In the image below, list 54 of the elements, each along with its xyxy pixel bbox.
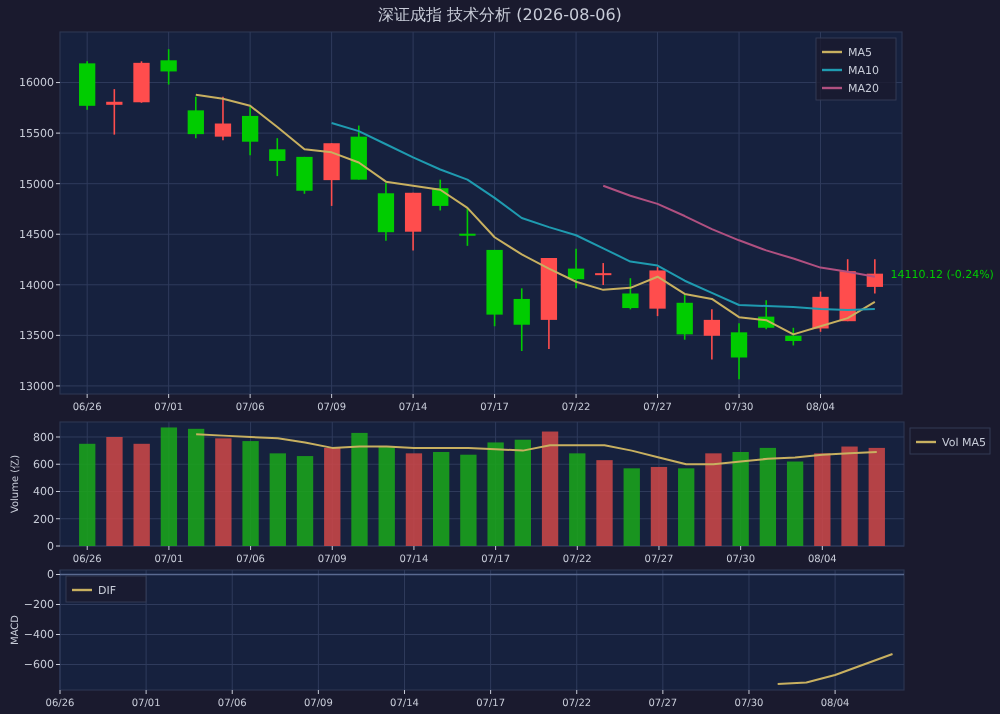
candlestick — [459, 207, 476, 247]
bar — [405, 453, 423, 546]
bar — [623, 468, 640, 546]
bar — [187, 428, 205, 546]
candlestick — [350, 124, 367, 181]
candlestick — [730, 322, 748, 381]
bar — [678, 468, 695, 546]
bar — [569, 453, 586, 546]
bar — [160, 427, 178, 546]
candlestick — [241, 106, 259, 157]
candlestick — [649, 266, 666, 317]
candlestick — [133, 60, 150, 104]
bar — [514, 439, 532, 546]
bar — [868, 447, 885, 546]
bar — [296, 456, 314, 546]
candlestick — [106, 88, 123, 136]
candlestick — [513, 287, 530, 352]
bar — [732, 451, 749, 546]
candlestick — [296, 156, 313, 195]
candlestick — [404, 191, 422, 252]
bar — [786, 461, 804, 546]
bar — [269, 453, 286, 546]
candlestick — [269, 137, 286, 177]
bar — [378, 446, 395, 546]
bar — [324, 447, 341, 546]
bar — [487, 442, 504, 546]
bar — [432, 451, 450, 546]
line-series — [776, 653, 894, 685]
candlestick — [703, 308, 721, 361]
bar — [814, 453, 831, 546]
bar — [242, 441, 259, 546]
chart-title: 深证成指 技术分析 (2026-08-06) — [378, 6, 622, 24]
bar — [351, 432, 368, 546]
bar — [759, 447, 777, 546]
bar — [650, 466, 668, 546]
candlestick — [622, 277, 639, 311]
bar — [133, 443, 150, 546]
candlestick — [79, 60, 96, 111]
bar — [215, 438, 232, 546]
bar — [705, 453, 722, 546]
bar — [596, 460, 613, 546]
line-series — [195, 433, 878, 466]
bar — [841, 446, 858, 546]
bar — [541, 431, 559, 546]
candlestick — [676, 294, 693, 341]
candlestick — [323, 142, 340, 207]
candlestick — [187, 95, 204, 139]
bar — [79, 443, 96, 546]
candlestick — [160, 48, 177, 86]
candlestick — [214, 95, 232, 141]
bar — [460, 454, 477, 546]
candlestick — [377, 181, 395, 242]
candlestick — [595, 262, 612, 286]
bar — [106, 436, 123, 546]
